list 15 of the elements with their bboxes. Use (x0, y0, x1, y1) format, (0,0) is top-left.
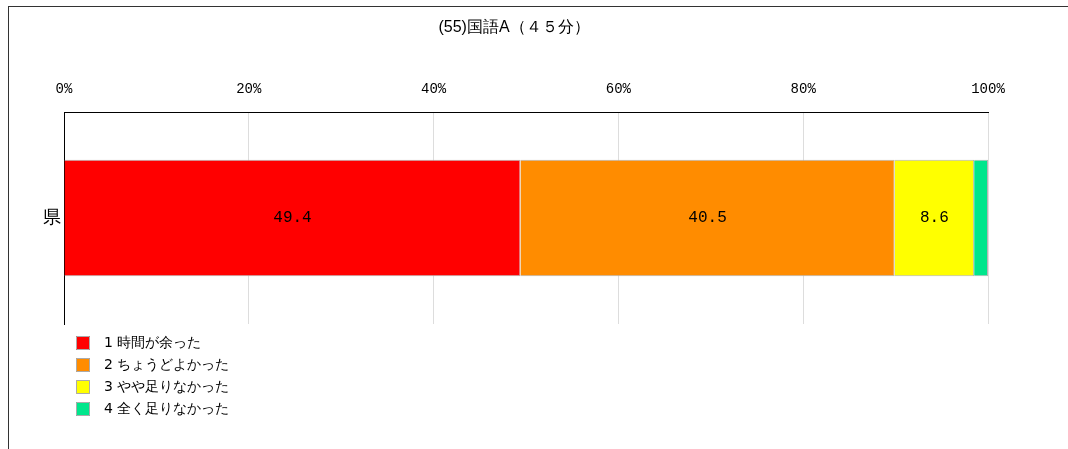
data-label: 8.6 (920, 209, 949, 228)
legend-label: 1 時間が余った (104, 333, 202, 350)
data-label: 40.5 (688, 209, 727, 228)
x-tick-label: 40% (420, 81, 447, 98)
x-tick-label: 100% (971, 81, 1006, 98)
legend-label: 4 全く足りなかった (104, 399, 230, 416)
chart-title: (55)国語A（４５分） (438, 18, 590, 36)
legend-label: 3 やや足りなかった (104, 377, 230, 394)
x-tick-label: 80% (790, 81, 817, 98)
x-tick-label: 0% (55, 81, 73, 98)
x-tick-label: 20% (236, 81, 262, 98)
legend-label: 2 ちょうどよかった (104, 355, 230, 372)
data-label: 49.4 (273, 209, 312, 228)
x-tick-label: 60% (605, 81, 632, 98)
y-tick-label: 県 (43, 206, 61, 227)
